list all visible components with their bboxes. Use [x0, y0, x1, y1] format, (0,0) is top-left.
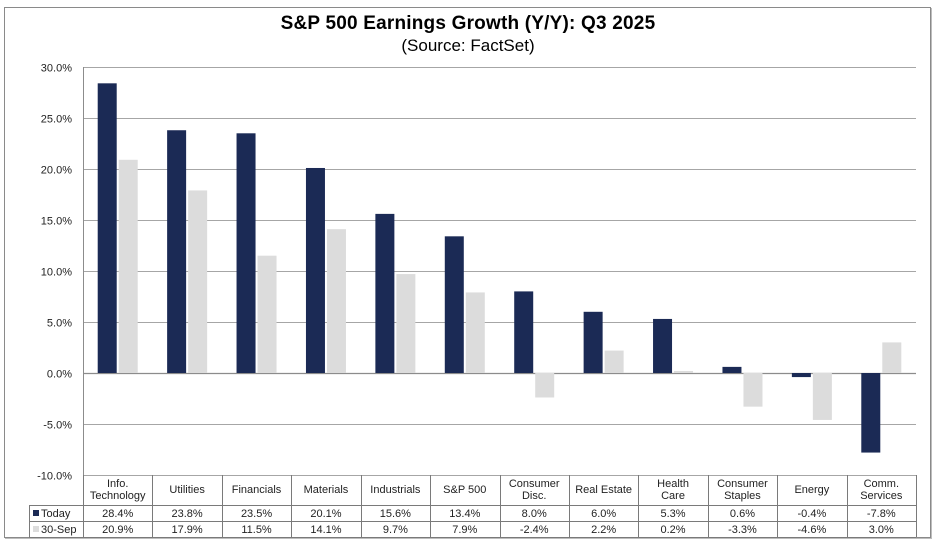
legend-label: Today: [41, 508, 71, 520]
table-value: -3.3%: [728, 524, 757, 536]
table-value: 8.0%: [522, 508, 547, 520]
category-label: Financials: [232, 484, 282, 496]
y-tick-label: -10.0%: [37, 471, 72, 483]
bar-today: [722, 366, 742, 373]
category-label: Staples: [724, 490, 761, 502]
table-value: 20.9%: [102, 524, 133, 536]
bar-today: [167, 130, 187, 373]
bar-30-sep: [604, 350, 624, 373]
category-label: Technology: [90, 490, 146, 502]
gridlines: [83, 67, 916, 476]
bar-30-sep: [326, 229, 346, 373]
data-table: Info.Technology Utilities Financials Materi…: [29, 475, 917, 538]
bar-today: [444, 236, 464, 373]
category-label: Disc.: [522, 490, 546, 502]
legend-swatch-today: [33, 510, 39, 516]
table-value: 15.6%: [380, 508, 411, 520]
bar-30-sep: [396, 274, 416, 373]
y-tick-label: 0.0%: [47, 369, 72, 381]
table-value: 0.6%: [730, 508, 755, 520]
category-label: Services: [860, 490, 903, 502]
bar-30-sep: [882, 342, 902, 373]
category-label: Care: [661, 490, 685, 502]
y-tick-label: 10.0%: [41, 267, 72, 279]
table-value: -7.8%: [867, 508, 896, 520]
legend-label: 30-Sep: [41, 524, 76, 536]
table-value: 0.2%: [661, 524, 686, 536]
bar-today: [583, 311, 603, 373]
bar-30-sep: [188, 190, 208, 373]
y-tick-label: 25.0%: [41, 114, 72, 126]
bar-30-sep: [257, 255, 277, 373]
category-label: Consumer: [717, 478, 768, 490]
bar-30-sep: [743, 373, 763, 407]
table-value: 5.3%: [661, 508, 686, 520]
bar-30-sep: [465, 292, 485, 373]
table-value: 3.0%: [869, 524, 894, 536]
category-label: Utilities: [169, 484, 205, 496]
chart-title: S&P 500 Earnings Growth (Y/Y): Q3 2025: [280, 13, 656, 34]
table-value: 23.5%: [241, 508, 272, 520]
table-value: -0.4%: [798, 508, 827, 520]
chart-frame: [4, 7, 931, 538]
table-value: -2.4%: [520, 524, 549, 536]
table-value: 28.4%: [102, 508, 133, 520]
table-value: 2.2%: [591, 524, 616, 536]
category-label: Energy: [794, 484, 829, 496]
bar-today: [861, 373, 881, 453]
bar-today: [236, 133, 256, 373]
bars: [97, 83, 902, 453]
category-label: Health: [657, 478, 689, 490]
table-value: 17.9%: [172, 524, 203, 536]
category-label: Info.: [107, 478, 128, 490]
chart-subtitle: (Source: FactSet): [401, 36, 535, 55]
table-value: 20.1%: [310, 508, 341, 520]
table-value: 6.0%: [591, 508, 616, 520]
bar-30-sep: [812, 373, 832, 420]
y-tick-label: -5.0%: [43, 420, 72, 432]
bar-today: [791, 373, 811, 378]
bar-today: [514, 291, 534, 373]
table-value: 14.1%: [310, 524, 341, 536]
table-value: 11.5%: [241, 524, 272, 536]
bar-today: [653, 318, 673, 373]
bar-today: [305, 167, 325, 373]
y-tick-label: 20.0%: [41, 165, 72, 177]
category-label: Industrials: [370, 484, 421, 496]
y-tick-label: 30.0%: [41, 63, 72, 75]
bar-today: [375, 213, 395, 373]
table-value: 7.9%: [452, 524, 477, 536]
category-label: Real Estate: [575, 484, 632, 496]
table-value: -4.6%: [798, 524, 827, 536]
y-axis: 30.0% 25.0% 20.0% 15.0% 10.0% 5.0% 0.0% -5.0% -1…: [37, 63, 84, 483]
bar-30-sep: [118, 159, 138, 373]
bar-today: [97, 83, 117, 373]
legend-swatch-30-sep: [33, 526, 39, 532]
category-label: Comm.: [864, 478, 899, 490]
y-tick-label: 5.0%: [47, 318, 72, 330]
bar-30-sep: [535, 373, 555, 398]
table-value: 23.8%: [172, 508, 203, 520]
category-label: S&P 500: [443, 484, 486, 496]
category-label: Materials: [304, 484, 349, 496]
y-tick-label: 15.0%: [41, 216, 72, 228]
category-label: Consumer: [509, 478, 560, 490]
table-value: 9.7%: [383, 524, 408, 536]
table-value: 13.4%: [449, 508, 480, 520]
bar-30-sep: [674, 370, 694, 373]
